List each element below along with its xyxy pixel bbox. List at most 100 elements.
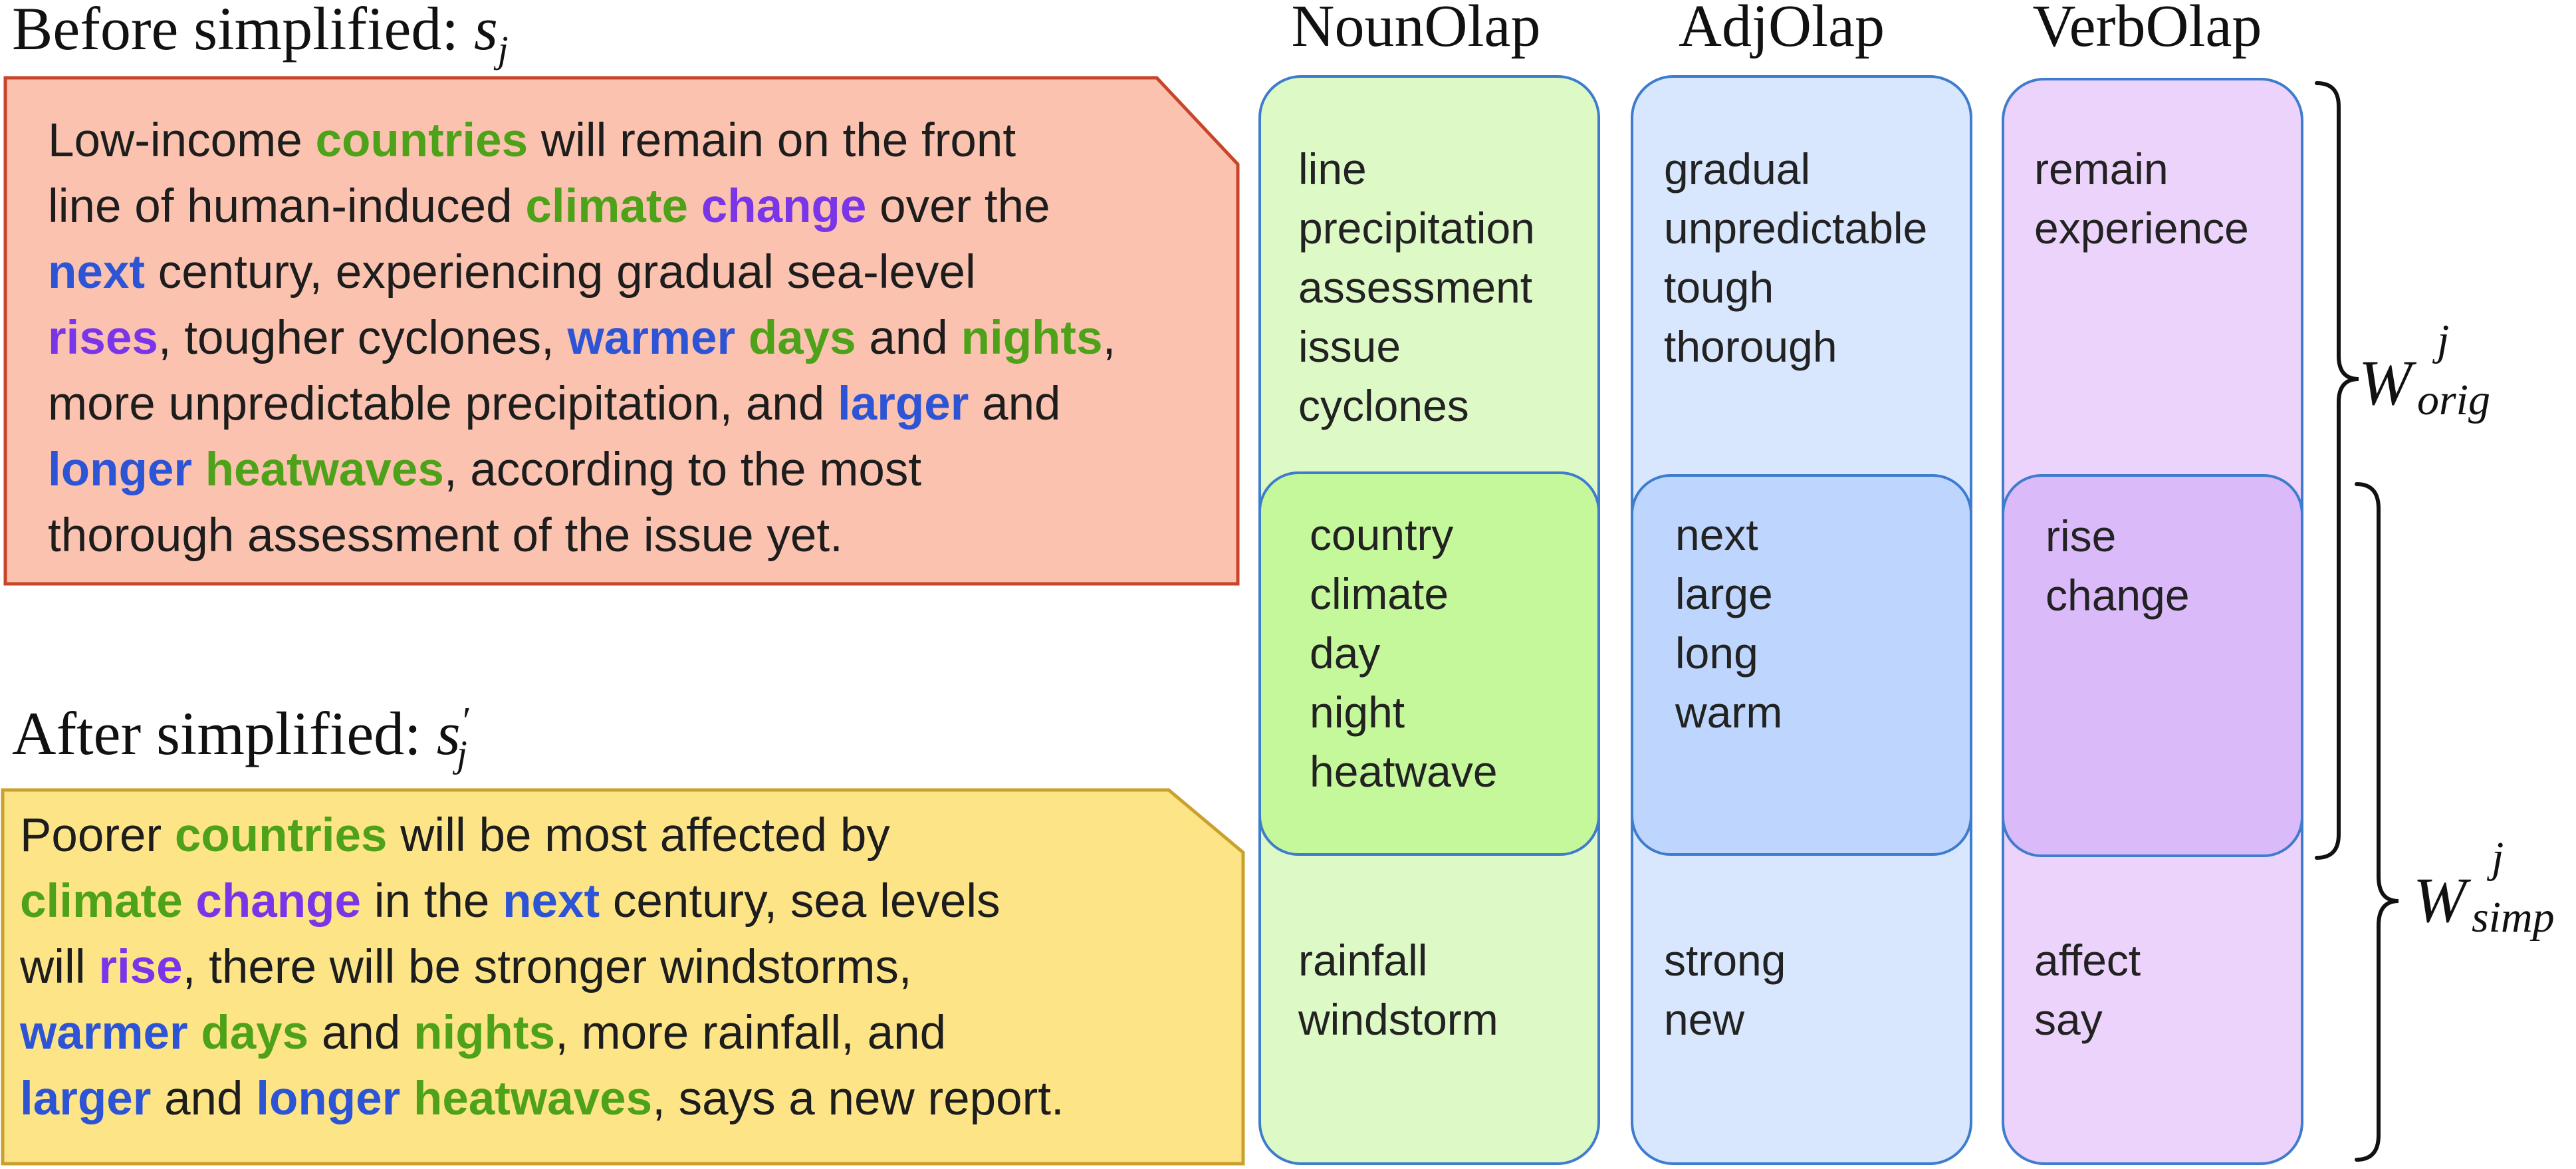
noun-overlap-word: nights: [961, 312, 1103, 364]
sentence-line: next century, experiencing gradual sea-l…: [48, 239, 1115, 305]
adj-overlap-word: longer: [256, 1073, 401, 1125]
list-item: heatwave: [1310, 747, 1498, 796]
before-sentence: Low-income countries will remain on the …: [48, 108, 1115, 569]
orig-brace: [2315, 81, 2359, 860]
verb-overlap-word: change: [195, 875, 361, 928]
list-item: warm: [1675, 688, 1783, 737]
sentence-text: , there will be stronger windstorms,: [182, 941, 912, 993]
adj-overlap-word: next: [503, 875, 600, 928]
sentence-text: and: [308, 1007, 414, 1059]
noun-overlap-word: days: [201, 1007, 309, 1059]
before-heading-label: Before simplified:: [12, 0, 474, 63]
adj-overlap-region: [1631, 474, 1972, 856]
noun-overlap-word: heatwaves: [205, 444, 444, 496]
adj-overlap-word: larger: [838, 378, 969, 430]
noun-overlap-word: climate: [525, 180, 689, 233]
noun-overlap-word: heatwaves: [413, 1073, 653, 1125]
after-var: s′j: [436, 700, 469, 775]
sentence-line: climate change in the next century, sea …: [20, 868, 1064, 934]
sentence-line: Low-income countries will remain on the …: [48, 108, 1115, 174]
list-item: tough: [1664, 263, 1774, 312]
sentence-text: line of human-induced: [48, 180, 526, 233]
list-item: assessment: [1298, 263, 1533, 312]
noun-overlap-word: nights: [413, 1007, 556, 1059]
sentence-text: and: [856, 312, 961, 364]
sentence-line: thorough assessment of the issue yet.: [48, 503, 1115, 569]
noun-overlap-list: country climate day night heatwave: [1310, 505, 1498, 801]
noun-orig-only-list: line precipitation assessment issue cycl…: [1298, 140, 1535, 436]
sentence-line: line of human-induced climate change ove…: [48, 174, 1115, 239]
sentence-text: over the: [866, 180, 1050, 233]
list-item: line: [1298, 144, 1367, 194]
adj-overlap-word: warmer: [567, 312, 736, 364]
sentence-text: will remain on the front: [528, 114, 1016, 167]
sentence-line: warmer days and nights, more rainfall, a…: [20, 1000, 1064, 1066]
sentence-text: , says a new report.: [652, 1073, 1064, 1125]
sentence-text: Low-income: [48, 114, 316, 167]
sentence-text: will: [20, 941, 99, 993]
w-orig-sup: j: [2437, 316, 2450, 364]
w-simp-base: W: [2413, 864, 2466, 936]
after-var-sup: ′: [460, 700, 469, 742]
list-item: remain: [2034, 144, 2168, 194]
verb-orig-only-list: remain experience: [2034, 140, 2249, 258]
after-heading: After simplified: s′j: [12, 698, 469, 776]
adj-overlap-list: next large long warm: [1675, 505, 1782, 742]
noun-overlap-word: days: [748, 312, 856, 364]
before-heading: Before simplified: sj: [12, 0, 509, 71]
before-box-shape: [3, 76, 1240, 586]
before-var-sub: j: [497, 29, 509, 71]
sentence-text: Poorer: [20, 809, 175, 862]
list-item: country: [1310, 510, 1454, 559]
list-item: issue: [1298, 322, 1401, 371]
adj-overlap-word: longer: [48, 444, 192, 496]
sentence-text: , more rainfall, and: [555, 1007, 947, 1059]
sentence-text: and: [151, 1073, 257, 1125]
noun-overlap-word: countries: [315, 114, 528, 167]
sentence-text: thorough assessment of the issue yet.: [48, 509, 843, 562]
noun-overlap-region: [1258, 471, 1600, 856]
after-var-sub: j: [457, 733, 467, 776]
simp-brace: [2355, 482, 2399, 1162]
list-item: say: [2034, 995, 2103, 1044]
adj-simp-only-list: strong new: [1664, 931, 1786, 1049]
noun-overlap-word: countries: [174, 809, 388, 862]
w-simp-sup: j: [2492, 833, 2504, 882]
list-item: rainfall: [1298, 936, 1428, 985]
verb-overlap-word: change: [701, 180, 867, 233]
adj-overlap-word: larger: [20, 1073, 152, 1125]
verb-column-title: VerbOlap: [2032, 0, 2262, 59]
noun-simp-only-list: rainfall windstorm: [1298, 931, 1498, 1049]
after-heading-label: After simplified:: [12, 700, 437, 767]
list-item: long: [1675, 628, 1758, 678]
list-item: new: [1664, 995, 1745, 1044]
list-item: large: [1675, 569, 1773, 618]
list-item: unpredictable: [1664, 203, 1928, 253]
list-item: climate: [1310, 569, 1449, 618]
after-var-base: s: [436, 700, 461, 767]
list-item: cyclones: [1298, 381, 1469, 430]
sentence-text: , tougher cyclones,: [158, 312, 568, 364]
w-orig-sub: orig: [2417, 376, 2491, 424]
verb-overlap-word: rise: [98, 941, 183, 993]
sentence-text: century, sea levels: [600, 875, 1000, 928]
list-item: day: [1310, 628, 1381, 678]
verb-overlap-list: rise change: [2046, 507, 2190, 625]
sentence-text: in the: [361, 875, 503, 928]
adj-column-title: AdjOlap: [1679, 0, 1885, 59]
verb-simp-only-list: affect say: [2034, 931, 2141, 1049]
noun-column-title: NounOlap: [1291, 0, 1541, 59]
before-var: sj: [474, 0, 509, 70]
list-item: strong: [1664, 936, 1786, 985]
w-orig-base: W: [2359, 347, 2412, 418]
list-item: experience: [2034, 203, 2249, 253]
sentence-line: longer heatwaves, according to the most: [48, 437, 1115, 503]
list-item: night: [1310, 688, 1405, 737]
verb-overlap-region: [2002, 474, 2303, 857]
sentence-line: will rise, there will be stronger windst…: [20, 934, 1064, 1000]
sentence-text: more unpredictable precipitation, and: [48, 378, 838, 430]
after-box-shape: [1, 788, 1245, 1166]
sentence-line: rises, tougher cyclones, warmer days and…: [48, 305, 1115, 371]
noun-overlap-word: climate: [20, 875, 183, 928]
